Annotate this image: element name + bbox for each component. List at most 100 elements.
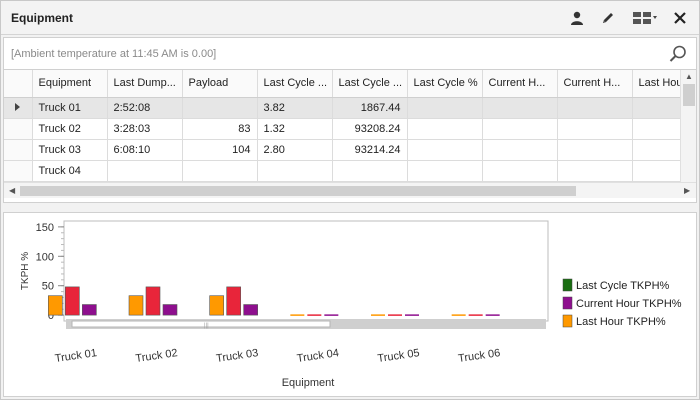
table-cell[interactable]: 3.82 xyxy=(257,97,333,119)
table-cell[interactable] xyxy=(407,139,483,161)
table-cell[interactable]: 93208.24 xyxy=(332,118,408,140)
bar xyxy=(209,295,224,316)
y-axis-label: TKPH % xyxy=(20,252,31,290)
scroll-left-icon[interactable]: ◀ xyxy=(9,186,16,195)
column-header[interactable]: Last Cycle % xyxy=(407,70,483,98)
y-tick-label: 150 xyxy=(36,222,54,234)
user-icon[interactable] xyxy=(566,8,588,28)
scroll-up-icon[interactable]: ▲ xyxy=(685,72,693,81)
table-cell[interactable]: 2.80 xyxy=(257,139,333,161)
y-tick-label: 100 xyxy=(36,251,54,263)
row-indicator-header xyxy=(4,70,33,98)
bar xyxy=(128,295,144,316)
table-cell[interactable] xyxy=(182,97,258,119)
legend-label: Current Hour TKPH% xyxy=(576,298,682,310)
table-cell[interactable] xyxy=(632,97,680,119)
row-indicator xyxy=(4,118,33,140)
table-cell[interactable] xyxy=(632,118,680,140)
table-cell[interactable]: 104 xyxy=(182,139,258,161)
table-cell[interactable] xyxy=(332,160,408,182)
table-cell[interactable]: 2:52:08 xyxy=(107,97,183,119)
table-cell[interactable]: Truck 02 xyxy=(32,118,108,140)
legend-swatch xyxy=(562,278,573,292)
horizontal-scrollbar[interactable]: ◀ ▶ xyxy=(4,182,696,198)
title-bar: Equipment xyxy=(1,1,699,35)
close-icon[interactable] xyxy=(669,8,691,28)
search-icon[interactable] xyxy=(668,44,688,64)
table-cell[interactable] xyxy=(557,139,633,161)
table-cell[interactable] xyxy=(632,160,680,182)
table-row[interactable]: Truck 02 3:28:03 83 1.32 93208.24 xyxy=(4,118,680,140)
bar xyxy=(82,304,97,316)
column-header[interactable]: Payload xyxy=(182,70,258,98)
filter-text: [Ambient temperature at 11:45 AM is 0.00… xyxy=(11,48,217,60)
table-row[interactable]: Truck 03 6:08:10 104 2.80 93214.24 xyxy=(4,139,680,161)
tkph-chart-panel: 0 50 100 150 TKPH % Truck 01 Truck 02 Truck 03 T… xyxy=(3,212,697,397)
table-cell[interactable] xyxy=(557,97,633,119)
scroll-grip-icon: ||| xyxy=(204,323,209,329)
bar xyxy=(65,286,80,316)
layout-grid-icon[interactable] xyxy=(630,8,660,28)
table-cell[interactable]: Truck 01 xyxy=(32,97,108,119)
x-tick-label: Truck 01 xyxy=(54,347,98,365)
scroll-right-icon[interactable]: ▶ xyxy=(684,186,691,195)
bar xyxy=(145,286,161,316)
table-header-row: Equipment Last Dump... Payload Last Cycl… xyxy=(4,70,680,98)
column-header[interactable]: Current H... xyxy=(557,70,633,98)
legend-label: Last Hour TKPH% xyxy=(576,316,666,328)
horizontal-scroll-thumb[interactable] xyxy=(20,186,576,196)
table-cell[interactable]: 1867.44 xyxy=(332,97,408,119)
column-header[interactable]: Current H... xyxy=(482,70,558,98)
bar xyxy=(226,286,241,316)
legend-swatch xyxy=(562,296,573,310)
column-header[interactable]: Last Cycle ... xyxy=(332,70,408,98)
column-header[interactable]: Last Dump... xyxy=(107,70,183,98)
column-header[interactable]: Last Hour ... xyxy=(632,70,680,98)
y-tick-label: 0 xyxy=(48,310,54,322)
chart-legend: Last Cycle TKPH% Current Hour TKPH% Last H… xyxy=(562,278,682,328)
column-header[interactable]: Equipment xyxy=(32,70,108,98)
equipment-table: Equipment Last Dump... Payload Last Cycl… xyxy=(4,70,680,182)
column-header[interactable]: Last Cycle ... xyxy=(257,70,333,98)
x-tick-label: Truck 05 xyxy=(377,347,421,365)
table-cell[interactable]: Truck 04 xyxy=(32,160,108,182)
legend-swatch xyxy=(562,314,573,328)
table-cell[interactable]: 83 xyxy=(182,118,258,140)
x-tick-label: Truck 06 xyxy=(457,347,501,365)
x-tick-label: Truck 04 xyxy=(296,347,340,365)
x-tick-label: Truck 02 xyxy=(135,347,179,365)
table-cell[interactable]: 3:28:03 xyxy=(107,118,183,140)
vertical-scrollbar[interactable]: ▲ xyxy=(680,70,696,182)
tkph-bar-chart: 0 50 100 150 TKPH % Truck 01 Truck 02 Truck 03 T… xyxy=(20,220,682,389)
table-cell[interactable]: 6:08:10 xyxy=(107,139,183,161)
bar xyxy=(243,304,258,316)
table-cell[interactable] xyxy=(407,160,483,182)
table-row[interactable]: Truck 01 2:52:08 3.82 1867.44 xyxy=(4,97,680,119)
window-title: Equipment xyxy=(11,11,73,25)
vertical-scroll-thumb[interactable] xyxy=(683,84,695,106)
table-cell[interactable]: 1.32 xyxy=(257,118,333,140)
table-cell[interactable] xyxy=(407,97,483,119)
table-cell[interactable] xyxy=(257,160,333,182)
table-cell[interactable]: Truck 03 xyxy=(32,139,108,161)
table-cell[interactable] xyxy=(482,160,558,182)
table-cell[interactable] xyxy=(182,160,258,182)
filter-bar[interactable]: [Ambient temperature at 11:45 AM is 0.00… xyxy=(4,38,696,70)
pencil-icon[interactable] xyxy=(597,8,619,28)
table-cell[interactable] xyxy=(482,118,558,140)
table-cell[interactable] xyxy=(482,139,558,161)
plot-frame xyxy=(63,220,549,322)
bar xyxy=(162,304,178,316)
table-cell[interactable] xyxy=(557,160,633,182)
table-row[interactable]: Truck 04 xyxy=(4,160,680,182)
bar xyxy=(48,295,63,316)
row-indicator xyxy=(4,160,33,182)
table-cell[interactable] xyxy=(482,97,558,119)
table-cell[interactable]: 93214.24 xyxy=(332,139,408,161)
chart-scroll-thumb xyxy=(71,320,331,328)
table-cell[interactable] xyxy=(632,139,680,161)
table-cell[interactable] xyxy=(557,118,633,140)
table-cell[interactable] xyxy=(107,160,183,182)
table-cell[interactable] xyxy=(407,118,483,140)
